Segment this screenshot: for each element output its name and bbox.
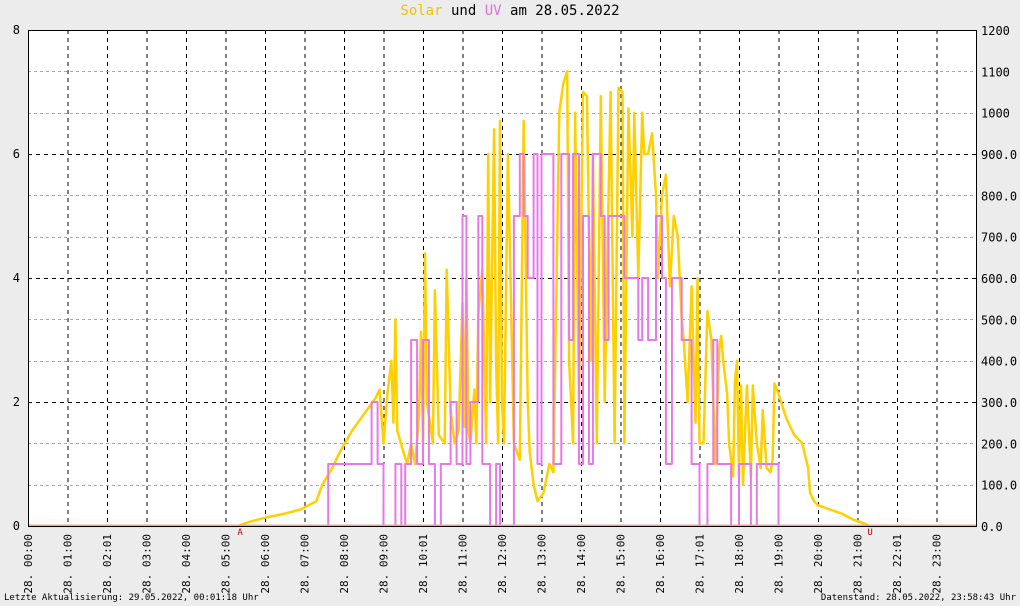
y-right-tick-label: 600.0 [981, 272, 1017, 286]
x-tick-label: 28. 12:00 [496, 534, 509, 594]
x-tick-label: 28. 19:00 [773, 534, 786, 594]
y-right-tick-label: 400.0 [981, 355, 1017, 369]
x-tick-label: 28. 23:00 [931, 534, 944, 594]
x-tick-label: 28. 02:01 [101, 534, 114, 594]
x-tick-label: 28. 16:00 [654, 534, 667, 594]
y-right-tick-label: 1100 [981, 65, 1010, 79]
series-layer [28, 70, 976, 528]
title-date: am 28.05.2022 [510, 3, 620, 19]
x-tick-label: 28. 06:00 [259, 534, 272, 594]
x-tick-label: 28. 05:00 [220, 534, 233, 594]
y-left-tick-label: 0 [13, 519, 20, 533]
y-left-tick-label: 6 [13, 147, 20, 161]
chart-title: Solar und UV am 28.05.2022 [0, 3, 1020, 19]
x-tick-label: 28. 10:01 [417, 534, 430, 594]
x-tick-label: 28. 11:00 [457, 534, 470, 594]
x-tick-label: 28. 13:00 [536, 534, 549, 594]
data-status-text: Datenstand: 28.05.2022, 23:58:43 Uhr [820, 593, 1016, 603]
y-left-tick-label: 4 [13, 271, 20, 285]
y-left-tick-label: 8 [13, 23, 20, 37]
x-tick-label: 28. 14:00 [575, 534, 588, 594]
y-right-tick-label: 700.0 [981, 231, 1017, 245]
x-tick-label: 28. 15:00 [615, 534, 628, 594]
axes [28, 30, 977, 527]
y-left-tick-label: 2 [13, 395, 20, 409]
title-und: und [450, 3, 477, 19]
last-update-text: Letzte Aktualisierung: 29.05.2022, 00:01… [4, 593, 259, 603]
x-tick-label: 28. 17:01 [694, 534, 707, 594]
x-tick-label: 28. 04:00 [180, 534, 193, 594]
y-right-tick-label: 200.0 [981, 437, 1017, 451]
y-right-tick-label: 1200 [981, 24, 1010, 38]
x-tick-label: 28. 22:01 [891, 534, 904, 594]
x-tick-label: 28. 18:00 [733, 534, 746, 594]
y-right-tick-label: 800.0 [981, 189, 1017, 203]
x-tick-label: 28. 01:00 [62, 534, 75, 594]
x-tick-label: 28. 03:00 [141, 534, 154, 594]
x-tick-label: 28. 08:00 [338, 534, 351, 594]
series-line-solar [28, 70, 976, 528]
y-right-tick-label: 500.0 [981, 313, 1017, 327]
x-tick-label: 28. 21:00 [852, 534, 865, 594]
marker-a: A [237, 528, 243, 538]
y-right-tick-label: 100.0 [981, 479, 1017, 493]
title-uv: UV [484, 3, 502, 19]
y-right-tick-label: 1000 [981, 107, 1010, 121]
y-right-tick-label: 300.0 [981, 396, 1017, 410]
x-tick-label: 28. 20:00 [812, 534, 825, 594]
tick-labels: 0 2 4 6 8 0.0 100.0 200.0 300.0 400.0 500.0 600.0 70… [13, 23, 1017, 594]
plot-frame [28, 30, 977, 527]
series-line-uv [28, 153, 976, 527]
title-solar: Solar [400, 3, 443, 19]
y-right-tick-label: 900.0 [981, 148, 1017, 162]
y-right-tick-label: 0.0 [981, 520, 1003, 534]
marker-u: U [867, 528, 872, 538]
x-tick-label: 28. 07:00 [299, 534, 312, 594]
grid-lines [28, 30, 976, 526]
x-tick-label: 28. 00:00 [22, 534, 35, 594]
x-tick-label: 28. 09:00 [378, 534, 391, 594]
